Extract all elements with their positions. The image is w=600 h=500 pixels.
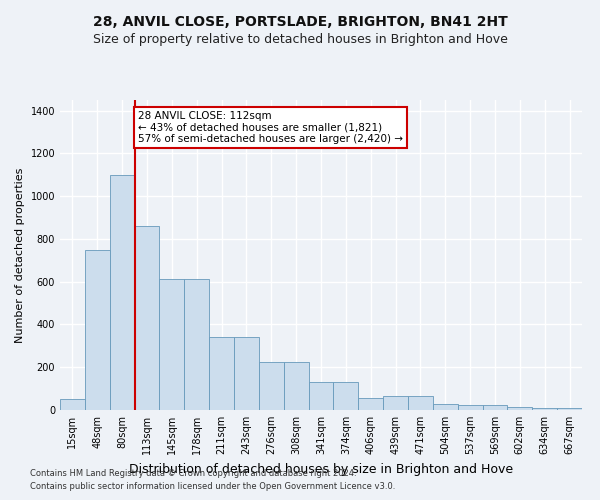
Bar bbox=[358, 398, 383, 410]
Bar bbox=[557, 408, 582, 410]
Bar bbox=[209, 338, 234, 410]
Text: 28 ANVIL CLOSE: 112sqm
← 43% of detached houses are smaller (1,821)
57% of semi-: 28 ANVIL CLOSE: 112sqm ← 43% of detached… bbox=[139, 110, 403, 144]
Bar bbox=[160, 278, 184, 410]
X-axis label: Distribution of detached houses by size in Brighton and Hove: Distribution of detached houses by size … bbox=[129, 462, 513, 475]
Bar bbox=[60, 400, 85, 410]
Bar bbox=[508, 408, 532, 410]
Text: Contains HM Land Registry data © Crown copyright and database right 2024.: Contains HM Land Registry data © Crown c… bbox=[30, 468, 356, 477]
Bar bbox=[334, 382, 358, 410]
Bar bbox=[184, 278, 209, 410]
Bar bbox=[308, 382, 334, 410]
Bar bbox=[134, 226, 160, 410]
Y-axis label: Number of detached properties: Number of detached properties bbox=[15, 168, 25, 342]
Text: 28, ANVIL CLOSE, PORTSLADE, BRIGHTON, BN41 2HT: 28, ANVIL CLOSE, PORTSLADE, BRIGHTON, BN… bbox=[92, 15, 508, 29]
Bar bbox=[110, 175, 134, 410]
Bar bbox=[408, 396, 433, 410]
Bar bbox=[532, 408, 557, 410]
Text: Contains public sector information licensed under the Open Government Licence v3: Contains public sector information licen… bbox=[30, 482, 395, 491]
Text: Size of property relative to detached houses in Brighton and Hove: Size of property relative to detached ho… bbox=[92, 32, 508, 46]
Bar bbox=[284, 362, 308, 410]
Bar bbox=[259, 362, 284, 410]
Bar bbox=[433, 404, 458, 410]
Bar bbox=[85, 250, 110, 410]
Bar bbox=[383, 396, 408, 410]
Bar bbox=[234, 338, 259, 410]
Bar bbox=[458, 404, 482, 410]
Bar bbox=[482, 404, 508, 410]
